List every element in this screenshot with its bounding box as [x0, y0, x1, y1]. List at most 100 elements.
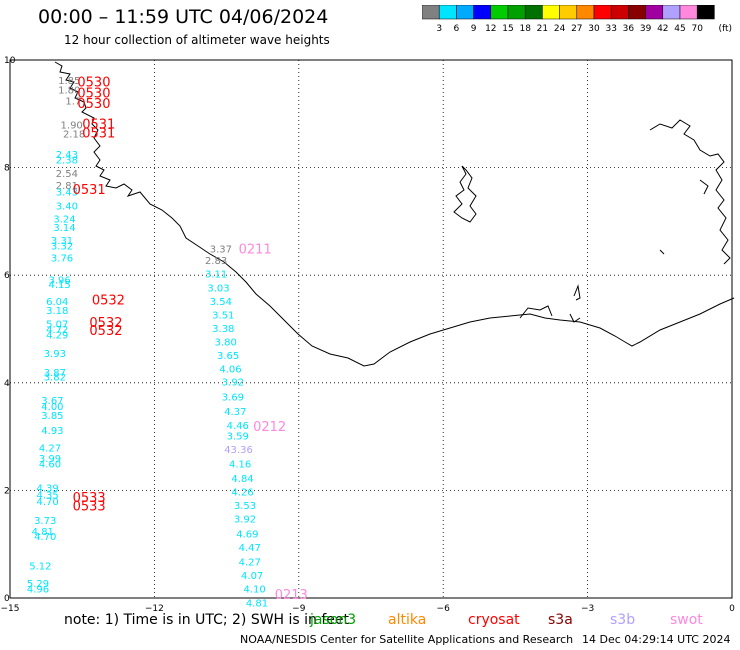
wave-height-label: 4.10 [243, 584, 265, 595]
colorbar-label: 36 [623, 24, 635, 34]
wave-height-label: 4.00 [41, 402, 63, 413]
x-tick-label: −9 [292, 604, 306, 614]
wave-height-label: 4.06 [219, 364, 241, 375]
pass-time-label: 0531 [73, 183, 106, 198]
x-tick-label: 0 [729, 604, 735, 614]
wave-height-label: 43.36 [224, 445, 253, 456]
pass-time-labels: 0530053005300531053105310532053205320533… [73, 76, 308, 604]
wave-height-label: 4.96 [27, 584, 49, 595]
colorbar-label: 18 [519, 24, 531, 34]
chart-subtitle: 12 hour collection of altimeter wave hei… [64, 33, 330, 47]
wave-height-label: 2.83 [205, 256, 227, 267]
wave-height-label: 5.29 [27, 579, 49, 590]
colorbar-label: 12 [485, 24, 496, 34]
colorbar-swatch [507, 5, 526, 20]
y-tick-label: 0 [4, 594, 10, 604]
colorbar-label: 27 [571, 24, 582, 34]
wave-height-label: 4.60 [39, 460, 61, 471]
wave-height-label: 3.11 [205, 270, 227, 281]
pass-time-label: 0530 [77, 86, 110, 101]
wave-height-label: 3.65 [217, 351, 239, 362]
pass-time-label: 0532 [92, 293, 125, 308]
note-text: note: 1) Time is in UTC; 2) SWH is in fe… [64, 612, 350, 628]
wave-height-label: 4.70 [34, 532, 56, 543]
pass-time-label: 0532 [89, 316, 122, 331]
wave-height-label: 3.24 [53, 215, 75, 226]
wave-height-label: 3.38 [212, 324, 234, 335]
wave-height-label: 1.80 [58, 86, 80, 97]
wave-height-label: 2.43 [56, 150, 78, 161]
colorbar-label: 3 [436, 24, 442, 34]
wave-height-label: 3.53 [234, 501, 256, 512]
colorbar-swatch [456, 5, 474, 20]
colorbar-label: 21 [537, 24, 548, 34]
wave-height-label: 1.90 [61, 121, 83, 132]
wave-height-label: 2.81 [56, 181, 78, 192]
pass-time-label: 0212 [253, 420, 286, 435]
inland-lake-left [453, 165, 477, 223]
x-tick-label: −3 [581, 604, 594, 614]
wave-height-label: 3.92 [222, 378, 244, 389]
plot-border [9, 59, 733, 599]
wave-height-label: 2.54 [56, 169, 78, 180]
wave-height-label: 1.85 [58, 76, 80, 87]
pass-time-label: 0532 [89, 324, 122, 339]
map-frame [9, 59, 733, 599]
colorbar-label: 15 [502, 24, 513, 34]
footer-credit: NOAA/NESDIS Center for Satellite Applica… [240, 633, 574, 646]
wave-height-label: 5.12 [29, 562, 51, 573]
y-tick-label: 6 [4, 271, 10, 281]
wave-height-label: 1.7 [65, 96, 81, 107]
wave-height-label: 3.73 [34, 516, 56, 527]
satellite-swot: swot [670, 612, 703, 628]
wave-height-label: 3.80 [215, 337, 237, 348]
colorbar-swatch [628, 5, 646, 20]
wave-height-label: 2.38 [56, 156, 78, 167]
pass-time-label: 0533 [73, 491, 106, 506]
y-tick-label: 2 [4, 486, 10, 496]
wave-height-label: 3.87 [44, 368, 66, 379]
satellite-s3a: s3a [548, 612, 573, 628]
pass-time-label: 0531 [82, 127, 115, 142]
x-tick-label: −15 [1, 604, 20, 614]
satellite-altika: altika [388, 612, 427, 628]
colorbar-swatch [422, 5, 440, 20]
wave-height-label: 3.14 [53, 223, 75, 234]
wave-height-label: 4.27 [239, 557, 261, 568]
colorbar-label: 70 [691, 24, 703, 34]
wave-height-label: 4.15 [49, 280, 71, 291]
lat-lon-grid [10, 60, 732, 598]
y-tick-label: 10 [4, 56, 16, 66]
colorbar-swatch [542, 5, 560, 20]
wave-height-label: 3.93 [44, 349, 66, 360]
wave-height-colorbar: 3 6 9 12 15 18 21 24 27 30 33 36 39 42 45 70 (ft) [422, 5, 732, 34]
colorbar-swatch [610, 5, 629, 20]
wave-height-label: 4.29 [46, 330, 68, 341]
colorbar-label: 33 [605, 24, 616, 34]
y-tick-label: 4 [4, 379, 10, 389]
wave-height-label: 4.69 [236, 529, 258, 540]
wave-height-label: 4.70 [36, 497, 58, 508]
pass-time-label: 0530 [77, 76, 110, 91]
pass-time-label: 0530 [77, 97, 110, 112]
satellite-cryosat: cryosat [468, 612, 520, 628]
wave-height-label: 3.03 [207, 284, 229, 295]
colorbar-unit: (ft) [718, 24, 732, 34]
colorbar-swatch [576, 5, 595, 20]
wave-height-label: 4.39 [36, 484, 58, 495]
wave-height-label: 4.16 [229, 460, 251, 471]
colorbar-swatch [490, 5, 509, 20]
inland-lake-right [649, 119, 731, 265]
x-tick-label: −6 [437, 604, 451, 614]
footer-timestamp: 14 Dec 04:29:14 UTC 2024 [582, 633, 731, 646]
wave-height-label: 4.81 [246, 598, 268, 609]
y-tick-label: 8 [4, 164, 10, 174]
colorbar-swatch [696, 5, 715, 20]
colorbar-swatch [679, 5, 698, 20]
wave-height-label: 6.04 [46, 297, 68, 308]
wave-height-label: 3.54 [210, 297, 232, 308]
colorbar-label: 45 [674, 24, 685, 34]
wave-height-label: 3.51 [212, 310, 234, 321]
bay-detail [519, 284, 581, 323]
